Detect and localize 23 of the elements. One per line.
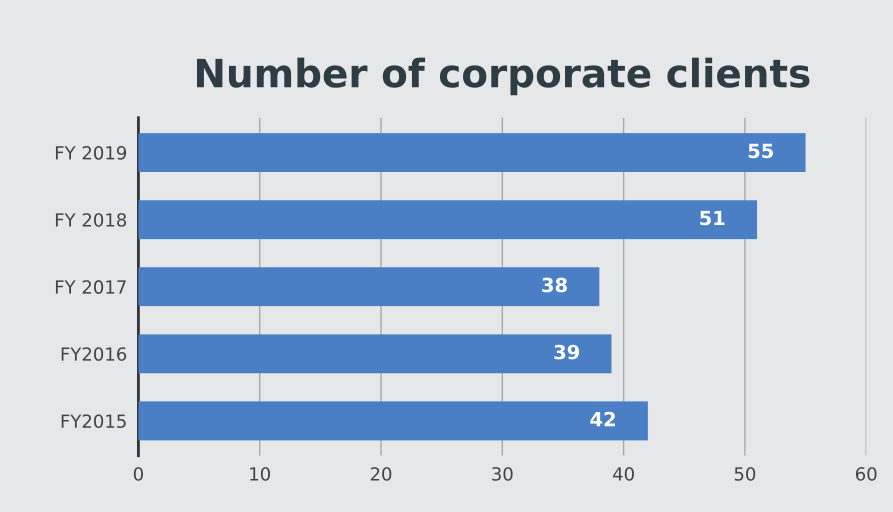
y-tick-label: FY2015 (62, 414, 126, 428)
x-tick-label: 50 (734, 467, 756, 481)
bar (138, 401, 648, 440)
x-tick-label: 20 (370, 467, 392, 481)
y-tick-label: FY 2019 (56, 146, 126, 160)
bar (138, 133, 806, 172)
data-label: 38 (542, 278, 567, 292)
bar (138, 334, 612, 374)
x-tick-label: 0 (134, 467, 143, 481)
bar (138, 267, 600, 306)
x-tick-label: 40 (613, 467, 634, 481)
data-label: 42 (590, 412, 615, 426)
x-tick-label: 10 (250, 467, 270, 481)
x-tick-label: 30 (492, 467, 513, 481)
chart-title: Number of corporate clients (196, 58, 810, 96)
data-label: 55 (748, 144, 773, 158)
data-label: 51 (700, 210, 724, 226)
bar (138, 200, 758, 240)
y-tick-label: FY2016 (62, 347, 126, 361)
y-tick-label: FY 2018 (56, 213, 126, 227)
x-tick-label: 60 (856, 467, 876, 481)
y-tick-label: FY 2017 (56, 280, 126, 294)
data-label: 39 (554, 344, 579, 360)
